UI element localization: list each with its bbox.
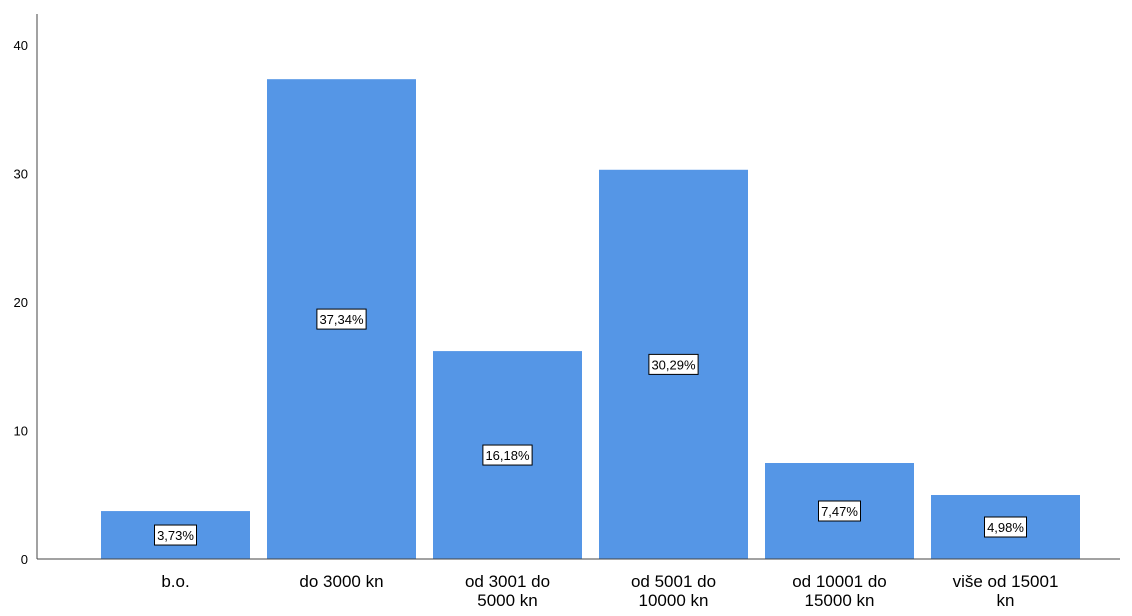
x-category-label-line: 10000 kn: [639, 591, 709, 610]
y-tick-label: 40: [14, 38, 28, 53]
data-label-text: 4,98%: [987, 520, 1024, 535]
x-category-label: do 3000 kn: [299, 572, 383, 591]
y-tick-label: 30: [14, 167, 28, 182]
data-label-text: 3,73%: [157, 528, 194, 543]
data-label: 4,98%: [984, 516, 1027, 538]
y-tick-label: 20: [14, 295, 28, 310]
x-category-label-line: do 3000 kn: [299, 572, 383, 591]
data-label-text: 16,18%: [485, 448, 530, 463]
data-label-box: [154, 524, 197, 546]
data-label: 3,73%: [154, 524, 197, 546]
data-label-text: 7,47%: [821, 504, 858, 519]
axes-layer: [36, 14, 1120, 560]
data-label-box: [648, 353, 699, 375]
data-label: 30,29%: [648, 353, 699, 375]
bars-layer: [101, 79, 1080, 559]
data-label: 16,18%: [482, 444, 533, 466]
data-label-text: 30,29%: [651, 357, 696, 372]
data-labels-layer: 3,73% 37,34% 16,18% 30,29% 7,47% 4,98%: [154, 308, 1027, 546]
x-category-label: b.o.: [161, 572, 189, 591]
data-label-box: [984, 516, 1027, 538]
x-category-label-line: više od 15001: [953, 572, 1059, 591]
x-category-label-line: od 5001 do: [631, 572, 716, 591]
y-tick-label: 10: [14, 424, 28, 439]
x-category-label-line: od 3001 do: [465, 572, 550, 591]
x-category-label-line: b.o.: [161, 572, 189, 591]
data-label-box: [482, 444, 533, 466]
data-label-box: [818, 500, 861, 522]
x-category-label-line: kn: [997, 591, 1015, 610]
x-category-label-line: od 10001 do: [792, 572, 887, 591]
x-category-label-line: 5000 kn: [477, 591, 538, 610]
data-label-box: [316, 308, 367, 330]
y-tick-label: 0: [21, 552, 28, 567]
data-label: 7,47%: [818, 500, 861, 522]
data-label-text: 37,34%: [319, 312, 364, 327]
data-label: 37,34%: [316, 308, 367, 330]
x-category-label-line: 15000 kn: [805, 591, 875, 610]
